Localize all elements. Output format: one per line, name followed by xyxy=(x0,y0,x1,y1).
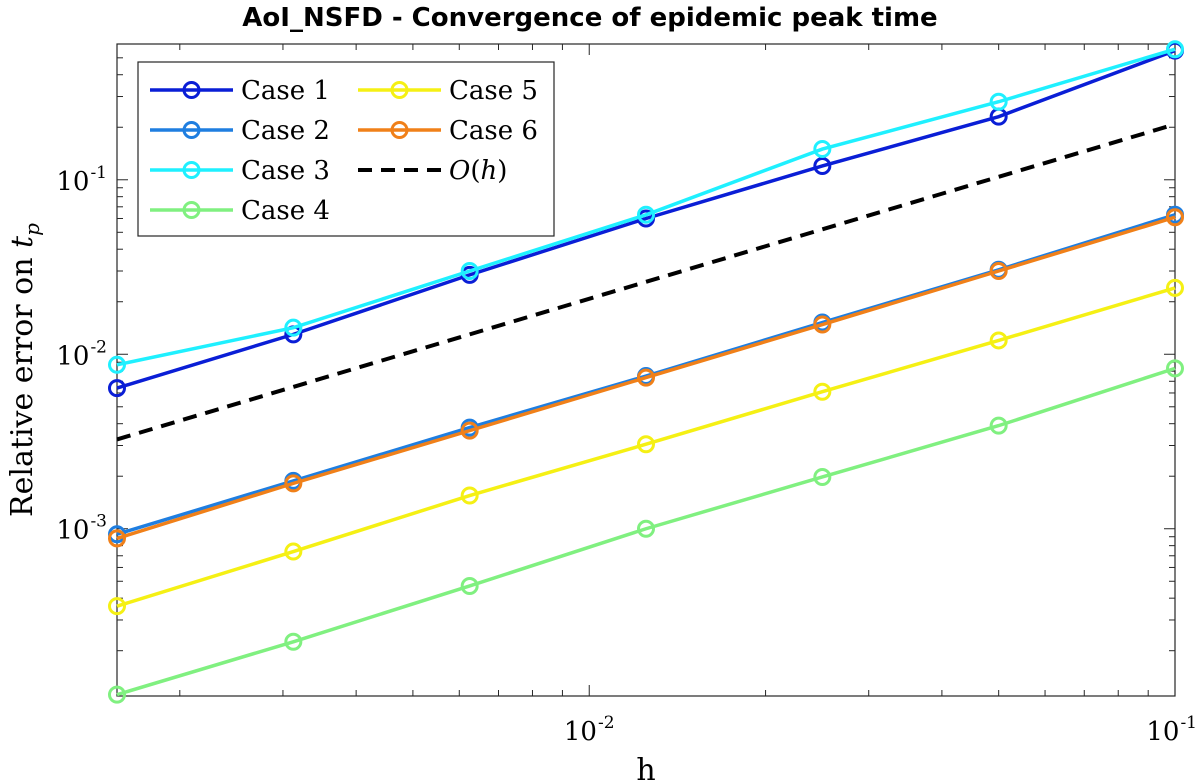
data-point xyxy=(1166,208,1184,227)
y-tick-label: 10 -1 xyxy=(56,163,107,197)
y-axis-label-text: Relative error on tp xyxy=(5,223,44,517)
legend-marker xyxy=(182,201,201,219)
data-point xyxy=(1166,359,1184,378)
legend-item: Case 6 xyxy=(358,116,538,146)
data-point xyxy=(108,529,126,548)
data-point xyxy=(637,205,655,224)
data-point xyxy=(108,685,126,704)
legend: Case 1 Case 2 Case 3 Case 4 Case 5 Case 6 O(h) xyxy=(137,61,555,237)
y-tick-label: 10 -2 xyxy=(56,337,107,371)
data-point xyxy=(460,576,479,595)
data-point xyxy=(637,435,655,454)
y-tick-label: 10 -3 xyxy=(56,512,107,546)
data-point xyxy=(284,474,303,493)
legend-marker xyxy=(182,121,201,139)
legend-item: Case 3 xyxy=(150,156,330,186)
legend-marker xyxy=(390,121,409,139)
svg-text:10: 10 xyxy=(1146,717,1179,747)
legend-label: Case 6 xyxy=(449,116,538,146)
legend-label: Case 4 xyxy=(241,196,330,226)
data-point xyxy=(813,156,832,175)
legend-marker xyxy=(182,161,201,179)
legend-label: Case 3 xyxy=(241,156,330,186)
data-point xyxy=(108,597,126,616)
svg-text:-3: -3 xyxy=(90,512,107,532)
legend-label: O(h) xyxy=(449,156,507,186)
series-line-case-5 xyxy=(116,286,1176,608)
axis-ticks xyxy=(117,43,1176,696)
data-point xyxy=(1166,40,1184,59)
y-axis-label: Relative error on tp xyxy=(5,223,44,517)
svg-text:10: 10 xyxy=(56,341,89,371)
data-point xyxy=(813,382,832,401)
chart-title: AoI_NSFD - Convergence of epidemic peak … xyxy=(242,3,937,33)
svg-text:-2: -2 xyxy=(90,337,107,357)
x-tick-label: 10 -2 xyxy=(564,713,615,747)
svg-text:10: 10 xyxy=(56,167,89,197)
legend-label: Case 2 xyxy=(241,116,330,146)
data-point xyxy=(284,632,303,651)
legend-item: Case 5 xyxy=(358,76,538,106)
data-point xyxy=(460,262,479,281)
legend-item: Case 4 xyxy=(150,196,330,226)
data-point xyxy=(108,355,126,374)
data-point xyxy=(813,315,832,334)
data-point xyxy=(813,140,832,159)
data-point xyxy=(813,467,832,486)
legend-marker xyxy=(182,81,201,99)
tick-labels: 10 -2 10 -110 -310 -210 -1 xyxy=(56,163,1197,747)
series-group xyxy=(108,40,1184,704)
data-point xyxy=(637,519,655,538)
data-point xyxy=(637,368,655,387)
legend-label: Case 1 xyxy=(241,76,330,106)
legend-item: Case 1 xyxy=(150,76,330,106)
data-point xyxy=(460,486,479,505)
x-axis-label: h xyxy=(636,753,655,782)
data-point xyxy=(108,379,126,398)
series-line-case-4 xyxy=(116,366,1176,697)
svg-text:-2: -2 xyxy=(598,713,615,733)
series-line-case-6 xyxy=(116,215,1176,541)
data-point xyxy=(989,416,1008,435)
svg-text:-1: -1 xyxy=(1180,713,1197,733)
series-line-case-3 xyxy=(116,47,1176,367)
svg-text:-1: -1 xyxy=(90,163,107,183)
x-tick-label: 10 -1 xyxy=(1146,713,1197,747)
data-point xyxy=(989,262,1008,281)
legend-marker xyxy=(390,81,409,99)
legend-item: Case 2 xyxy=(150,116,330,146)
data-point xyxy=(989,92,1008,111)
svg-text:10: 10 xyxy=(56,516,89,546)
legend-label: Case 5 xyxy=(449,76,538,106)
data-point xyxy=(284,542,303,561)
data-point xyxy=(284,318,303,337)
legend-item: O(h) xyxy=(358,156,507,186)
svg-text:10: 10 xyxy=(564,717,597,747)
data-point xyxy=(1166,278,1184,297)
data-point xyxy=(989,331,1008,350)
data-point xyxy=(460,421,479,440)
